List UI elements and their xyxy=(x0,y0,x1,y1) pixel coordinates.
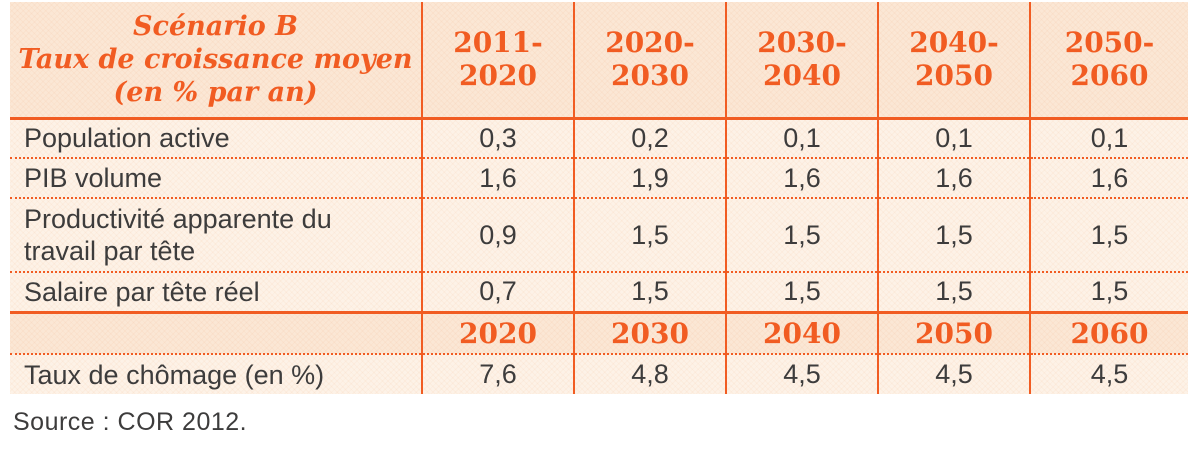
cell-value: 1,5 xyxy=(725,271,878,312)
cell-value: 1,5 xyxy=(573,197,726,272)
title-line-2: Taux de croissance moyen xyxy=(18,43,413,75)
table-title-cell: Scénario B Taux de croissance moyen (en … xyxy=(10,2,422,120)
cell-value: 1,6 xyxy=(725,157,878,198)
row-label: Population active xyxy=(10,118,422,158)
row-label: Salaire par tête réel xyxy=(10,271,422,312)
cell-value: 0,3 xyxy=(421,118,574,158)
column-header-2011-2020: 2011-2020 xyxy=(421,2,574,120)
subheader-empty-cell xyxy=(10,310,422,354)
subheader-2020: 2020 xyxy=(421,310,574,354)
cell-value: 4,8 xyxy=(573,353,726,394)
table-row: PIB volume 1,6 1,9 1,6 1,6 1,6 xyxy=(10,157,1188,198)
scenario-b-table: Scénario B Taux de croissance moyen (en … xyxy=(10,2,1188,394)
cell-value: 0,1 xyxy=(1029,118,1188,158)
subheader-2050: 2050 xyxy=(877,310,1030,354)
subheader-2030: 2030 xyxy=(573,310,726,354)
cell-value: 0,2 xyxy=(573,118,726,158)
table-title: Scénario B Taux de croissance moyen (en … xyxy=(10,10,421,109)
cell-value: 1,5 xyxy=(1029,271,1188,312)
table-header-row: Scénario B Taux de croissance moyen (en … xyxy=(10,2,1188,120)
cell-value: 1,6 xyxy=(1029,157,1188,198)
row-label: PIB volume xyxy=(10,157,422,198)
title-line-3: (en % par an) xyxy=(113,76,318,108)
cell-value: 1,5 xyxy=(1029,197,1188,272)
table-subheader-row: 2020 2030 2040 2050 2060 xyxy=(10,310,1188,354)
cell-value: 1,5 xyxy=(877,197,1030,272)
row-label: Taux de chômage (en %) xyxy=(10,353,422,394)
cell-value: 4,5 xyxy=(877,353,1030,394)
table-row: Salaire par tête réel 0,7 1,5 1,5 1,5 1,… xyxy=(10,271,1188,312)
cell-value: 1,5 xyxy=(573,271,726,312)
cell-value: 0,1 xyxy=(725,118,878,158)
table-row: Taux de chômage (en %) 7,6 4,8 4,5 4,5 4… xyxy=(10,353,1188,394)
row-label: Productivité apparente du travail par tê… xyxy=(10,197,422,272)
cell-value: 0,1 xyxy=(877,118,1030,158)
cell-value: 1,5 xyxy=(725,197,878,272)
cell-value: 4,5 xyxy=(1029,353,1188,394)
table-row: Population active 0,3 0,2 0,1 0,1 0,1 xyxy=(10,118,1188,158)
cell-value: 1,5 xyxy=(877,271,1030,312)
cell-value: 1,9 xyxy=(573,157,726,198)
cell-value: 0,9 xyxy=(421,197,574,272)
subheader-2040: 2040 xyxy=(725,310,878,354)
subheader-2060: 2060 xyxy=(1029,310,1188,354)
cell-value: 1,6 xyxy=(877,157,1030,198)
cell-value: 4,5 xyxy=(725,353,878,394)
cell-value: 0,7 xyxy=(421,271,574,312)
column-header-2050-2060: 2050-2060 xyxy=(1029,2,1188,120)
table-row: Productivité apparente du travail par tê… xyxy=(10,197,1188,272)
column-header-2030-2040: 2030-2040 xyxy=(725,2,878,120)
source-note: Source : COR 2012. xyxy=(13,408,248,436)
cell-value: 7,6 xyxy=(421,353,574,394)
cell-value: 1,6 xyxy=(421,157,574,198)
title-line-1: Scénario B xyxy=(133,10,298,42)
column-header-2040-2050: 2040-2050 xyxy=(877,2,1030,120)
column-header-2020-2030: 2020-2030 xyxy=(573,2,726,120)
